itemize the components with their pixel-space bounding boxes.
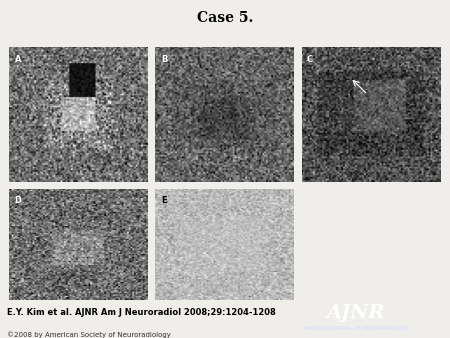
Text: B: B <box>161 55 167 65</box>
Text: ©2008 by American Society of Neuroradiology: ©2008 by American Society of Neuroradiol… <box>7 331 171 338</box>
Text: AMERICAN JOURNAL OF NEURORADIOLOGY: AMERICAN JOURNAL OF NEURORADIOLOGY <box>303 326 408 331</box>
Text: Case 5.: Case 5. <box>197 11 253 25</box>
Text: E: E <box>161 196 166 205</box>
Text: A: A <box>14 55 21 65</box>
Text: D: D <box>14 196 22 205</box>
Text: AJNR: AJNR <box>326 304 385 322</box>
Text: E.Y. Kim et al. AJNR Am J Neuroradiol 2008;29:1204-1208: E.Y. Kim et al. AJNR Am J Neuroradiol 20… <box>7 308 275 317</box>
Text: C: C <box>307 55 313 65</box>
